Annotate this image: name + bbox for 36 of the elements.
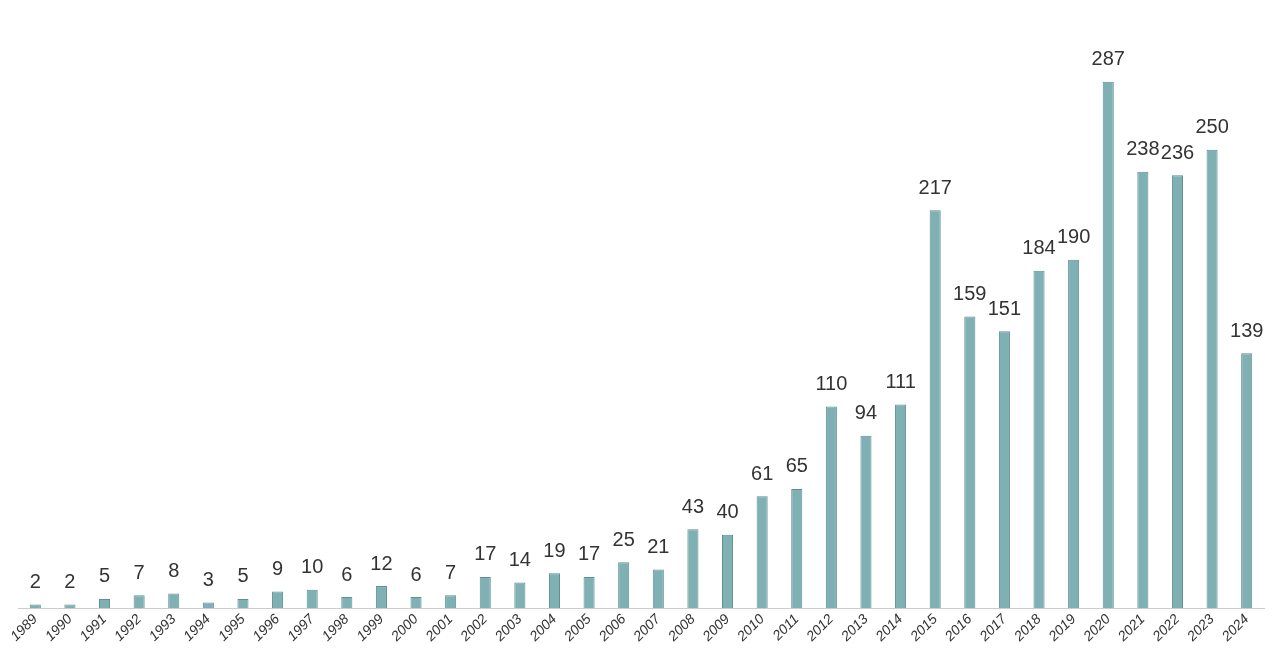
data-label: 238	[1126, 137, 1160, 160]
data-label: 2	[64, 569, 76, 592]
data-label: 110	[815, 371, 848, 394]
data-label: 10	[301, 555, 324, 578]
data-label: 236	[1160, 140, 1195, 163]
data-label: 5	[237, 564, 249, 587]
data-label: 184	[1022, 236, 1056, 259]
data-label: 190	[1056, 225, 1091, 248]
data-label: 7	[133, 560, 145, 583]
data-label: 6	[341, 562, 353, 585]
data-label: 94	[854, 401, 878, 424]
data-label: 61	[751, 461, 774, 484]
data-label: 139	[1230, 318, 1264, 341]
data-label: 9	[272, 557, 284, 580]
data-label: 217	[918, 175, 952, 198]
data-label: 287	[1091, 47, 1125, 70]
data-label: 2	[29, 569, 41, 592]
data-label: 8	[168, 558, 180, 581]
data-label: 17	[577, 542, 601, 565]
data-label: 250	[1195, 115, 1229, 138]
data-label: 111	[885, 370, 916, 393]
data-label: 7	[445, 560, 457, 583]
data-label: 151	[987, 296, 1022, 319]
data-label: 40	[716, 500, 739, 523]
data-label: 159	[953, 282, 987, 305]
data-label: 21	[647, 535, 670, 558]
data-label: 12	[370, 551, 393, 574]
data-label: 6	[410, 562, 422, 585]
data-label: 17	[474, 542, 497, 565]
data-label: 25	[612, 527, 635, 550]
data-label: 5	[98, 564, 111, 587]
data-label: 43	[681, 494, 705, 517]
data-label: 19	[543, 538, 566, 561]
data-label: 14	[508, 547, 531, 570]
data-label: 65	[785, 454, 808, 477]
data-label: 3	[202, 568, 214, 591]
